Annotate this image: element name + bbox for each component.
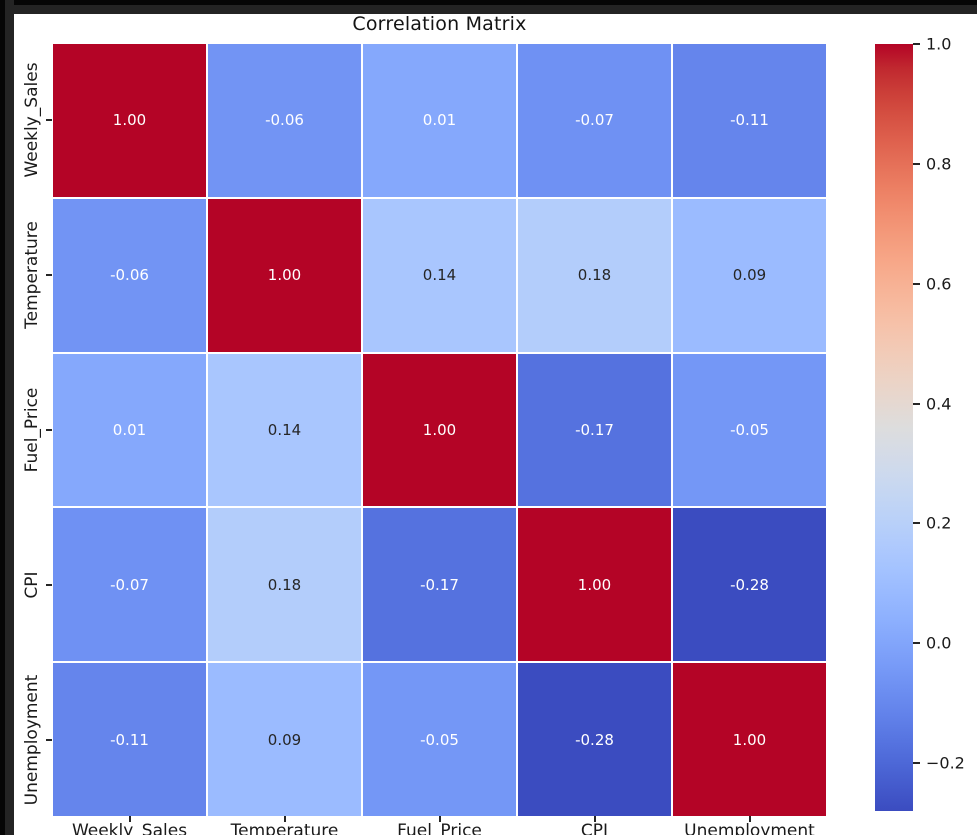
y-tick-mark — [46, 119, 52, 122]
y-tick-text: Unemployment — [22, 674, 42, 805]
colorbar-tick-label: 0.4 — [926, 394, 952, 414]
cell-value: -0.17 — [575, 420, 614, 439]
chart-title: Correlation Matrix — [352, 13, 527, 35]
x-tick-mark — [283, 816, 286, 822]
colorbar-tick-label: 1.0 — [926, 34, 952, 54]
colorbar-tick-mark — [913, 642, 920, 645]
cell-value: 1.00 — [577, 575, 612, 594]
window-frame-top — [0, 0, 977, 14]
y-tick-mark — [46, 738, 52, 741]
x-tick-mark — [748, 816, 751, 822]
cell-value: 0.09 — [267, 730, 302, 749]
heatmap-cell: 1.00 — [673, 663, 826, 816]
cell-value: -0.05 — [420, 730, 459, 749]
colorbar-tick-label: 0.8 — [926, 154, 952, 174]
cell-value: -0.17 — [420, 575, 459, 594]
cell-value: 0.14 — [267, 420, 302, 439]
y-tick-text: Temperature — [22, 221, 42, 330]
heatmap-cell: -0.07 — [518, 44, 671, 197]
heatmap-cell: -0.17 — [363, 508, 516, 662]
y-tick-mark — [46, 583, 52, 586]
colorbar-tick-mark — [913, 402, 920, 405]
y-tick-mark — [46, 274, 52, 277]
y-tick-mark — [46, 429, 52, 431]
x-tick-mark — [128, 816, 131, 822]
colorbar — [875, 44, 913, 811]
colorbar-tick-mark — [913, 162, 920, 165]
heatmap-cell: -0.06 — [208, 44, 361, 197]
heatmap-cell: -0.11 — [673, 44, 826, 197]
heatmap-cell: 0.14 — [363, 198, 516, 352]
cell-value: -0.07 — [110, 575, 149, 594]
cell-value: -0.06 — [265, 111, 304, 130]
heatmap-cell: 0.14 — [208, 353, 361, 507]
x-tick-label: CPI — [580, 821, 609, 835]
heatmap-cell: 0.01 — [363, 44, 516, 197]
heatmap-cell: -0.06 — [53, 198, 206, 352]
heatmap-cell: 0.09 — [208, 663, 361, 816]
cell-value: 1.00 — [112, 111, 147, 130]
cell-value: 1.00 — [267, 266, 302, 285]
cell-value: 0.01 — [422, 111, 457, 130]
colorbar-tick-label: 0.0 — [926, 633, 952, 653]
cell-value: 0.01 — [112, 420, 147, 439]
heatmap-cell: 0.18 — [208, 508, 361, 662]
cell-value: 0.09 — [732, 266, 767, 285]
x-tick-label: Temperature — [230, 821, 339, 835]
x-tick-mark — [593, 816, 596, 822]
cell-value: -0.11 — [730, 111, 769, 130]
cell-value: -0.05 — [730, 420, 769, 439]
heatmap-cell: -0.17 — [518, 353, 671, 507]
cell-value: -0.28 — [575, 730, 614, 749]
heatmap-cell: -0.28 — [518, 663, 671, 816]
heatmap-cell: -0.05 — [363, 663, 516, 816]
cell-value: -0.06 — [110, 266, 149, 285]
y-tick-text: Fuel_Price — [22, 387, 42, 473]
cell-value: 1.00 — [732, 730, 767, 749]
colorbar-tick-mark — [913, 762, 920, 765]
x-tick-label: Unemployment — [684, 821, 815, 835]
heatmap-cell: 0.09 — [673, 198, 826, 352]
x-tick-label: Weekly_Sales — [71, 821, 188, 835]
heatmap-cell: -0.05 — [673, 353, 826, 507]
y-tick-text: CPI — [22, 571, 42, 599]
cell-value: -0.07 — [575, 111, 614, 130]
y-tick-text: Weekly_Sales — [22, 62, 42, 178]
heatmap-cell: 1.00 — [363, 353, 516, 507]
cell-value: 0.18 — [267, 575, 302, 594]
colorbar-tick-label: 0.2 — [926, 513, 952, 533]
colorbar-tick-mark — [913, 282, 920, 285]
heatmap-cell: 0.18 — [518, 198, 671, 352]
colorbar-tick-label: −0.2 — [926, 753, 965, 773]
cell-value: 0.14 — [422, 266, 457, 285]
heatmap-cell: 1.00 — [208, 198, 361, 352]
heatmap-cell: -0.28 — [673, 508, 826, 662]
x-tick-mark — [438, 816, 441, 822]
cell-value: 0.18 — [577, 266, 612, 285]
heatmap-cell: 1.00 — [53, 44, 206, 197]
heatmap-cell: -0.11 — [53, 663, 206, 816]
cell-value: -0.11 — [110, 730, 149, 749]
colorbar-tick-mark — [913, 43, 920, 45]
colorbar-tick-mark — [913, 522, 920, 525]
heatmap-cell: -0.07 — [53, 508, 206, 662]
heatmap-grid: 1.00 -0.06 0.01 -0.07 -0.11 -0.06 1.00 0.14 0.18… — [53, 44, 826, 816]
window-frame-left — [0, 0, 14, 835]
heatmap-cell: 1.00 — [518, 508, 671, 662]
heatmap-cell: 0.01 — [53, 353, 206, 507]
x-tick-label: Fuel_Price — [397, 821, 482, 835]
colorbar-tick-label: 0.6 — [926, 274, 952, 294]
cell-value: -0.28 — [730, 575, 769, 594]
cell-value: 1.00 — [422, 420, 457, 439]
